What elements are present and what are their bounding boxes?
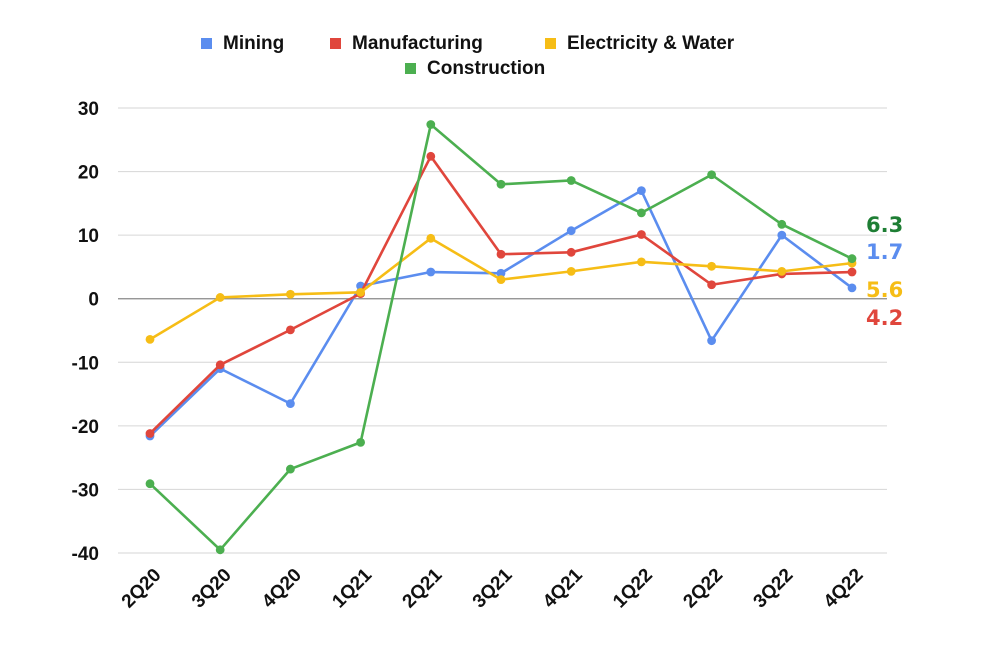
grid-lines [118,107,887,554]
electricity-water-end-label: 5.6 [866,278,903,302]
manufacturing-point [426,151,436,161]
mining-point [426,267,436,277]
electricity-water-point [426,233,436,243]
end-value-labels: 1.7 4.2 5.6 6.3 [866,213,903,330]
legend: Mining Manufacturing Electricity & Water Co… [201,33,735,79]
series-manufacturing [145,151,857,438]
construction-point [426,120,436,129]
construction-point [566,176,576,185]
series-construction [145,120,857,555]
y-axis-ticks: 30 20 10 0 -10 -20 -30 -40 [72,99,99,565]
mining-end-label: 1.7 [866,240,903,264]
x-tick-label: 3Q20 [188,565,236,613]
x-tick-label: 2Q22 [679,565,727,613]
electricity-water-point [637,257,646,267]
mining-point [286,399,295,409]
electricity-water-point [566,266,576,276]
mining-point [496,268,506,278]
series-mining [145,186,857,441]
manufacturing-point [215,360,225,370]
legend-label: Manufacturing [352,33,483,54]
electricity-water-point [356,287,365,297]
mining-point [777,230,787,240]
manufacturing-end-label: 4.2 [866,306,903,330]
legend-swatch [405,63,416,74]
legend-label: Mining [223,33,284,54]
x-tick-label: 3Q22 [750,565,798,613]
construction-point [356,437,365,447]
manufacturing-point [637,230,646,239]
manufacturing-point [566,247,576,257]
construction-end-label: 6.3 [866,213,903,237]
construction-point [637,208,646,218]
electricity-water-point [286,289,295,299]
legend-item-electricity-water: Electricity & Water [545,33,735,54]
y-tick-label: 10 [78,226,99,247]
x-tick-label: 2Q20 [118,565,166,613]
y-tick-label: -30 [72,480,99,501]
construction-point [145,479,155,489]
electricity-water-point [215,293,225,302]
mining-point [847,283,857,293]
mining-line [149,189,853,437]
construction-point [847,254,857,264]
electricity-water-point [707,261,716,271]
x-tick-label: 4Q21 [539,564,587,612]
manufacturing-point [707,280,716,290]
x-tick-label: 3Q21 [469,564,517,612]
legend-item-manufacturing: Manufacturing [330,33,483,54]
construction-point [496,179,506,189]
construction-point [215,545,225,555]
series-lines [145,120,857,555]
y-tick-label: -10 [72,353,99,374]
mining-point [707,336,716,346]
electricity-water-point [145,335,155,344]
x-tick-label: 1Q22 [609,565,657,613]
y-tick-label: -40 [72,544,99,565]
manufacturing-point [847,267,857,277]
legend-label: Construction [427,58,545,79]
y-tick-label: -20 [72,417,99,438]
legend-label: Electricity & Water [567,33,735,54]
construction-point [707,170,716,180]
legend-swatch [545,38,556,49]
legend-swatch [330,38,341,49]
x-axis-ticks: 2Q20 3Q20 4Q20 1Q21 2Q21 3Q21 4Q21 1Q22 2Q22 3Q22… [118,564,868,612]
mining-point [637,186,646,196]
electricity-water-point [777,266,787,276]
y-tick-label: 30 [78,99,99,120]
y-tick-label: 0 [88,290,99,311]
construction-point [777,219,787,229]
electricity-water-point [496,275,506,285]
x-tick-label: 4Q22 [820,565,868,613]
construction-point [286,464,295,474]
y-tick-label: 20 [78,163,99,184]
mining-point [566,226,576,236]
x-tick-label: 2Q21 [399,564,447,612]
x-tick-label: 4Q20 [258,565,306,613]
x-tick-label: 1Q21 [328,564,376,612]
manufacturing-point [286,325,295,335]
legend-item-construction: Construction [405,58,545,79]
manufacturing-point [496,249,506,259]
series-electricity-water [145,233,857,344]
manufacturing-point [145,429,155,438]
legend-swatch [201,38,212,49]
legend-item-mining: Mining [201,33,284,54]
